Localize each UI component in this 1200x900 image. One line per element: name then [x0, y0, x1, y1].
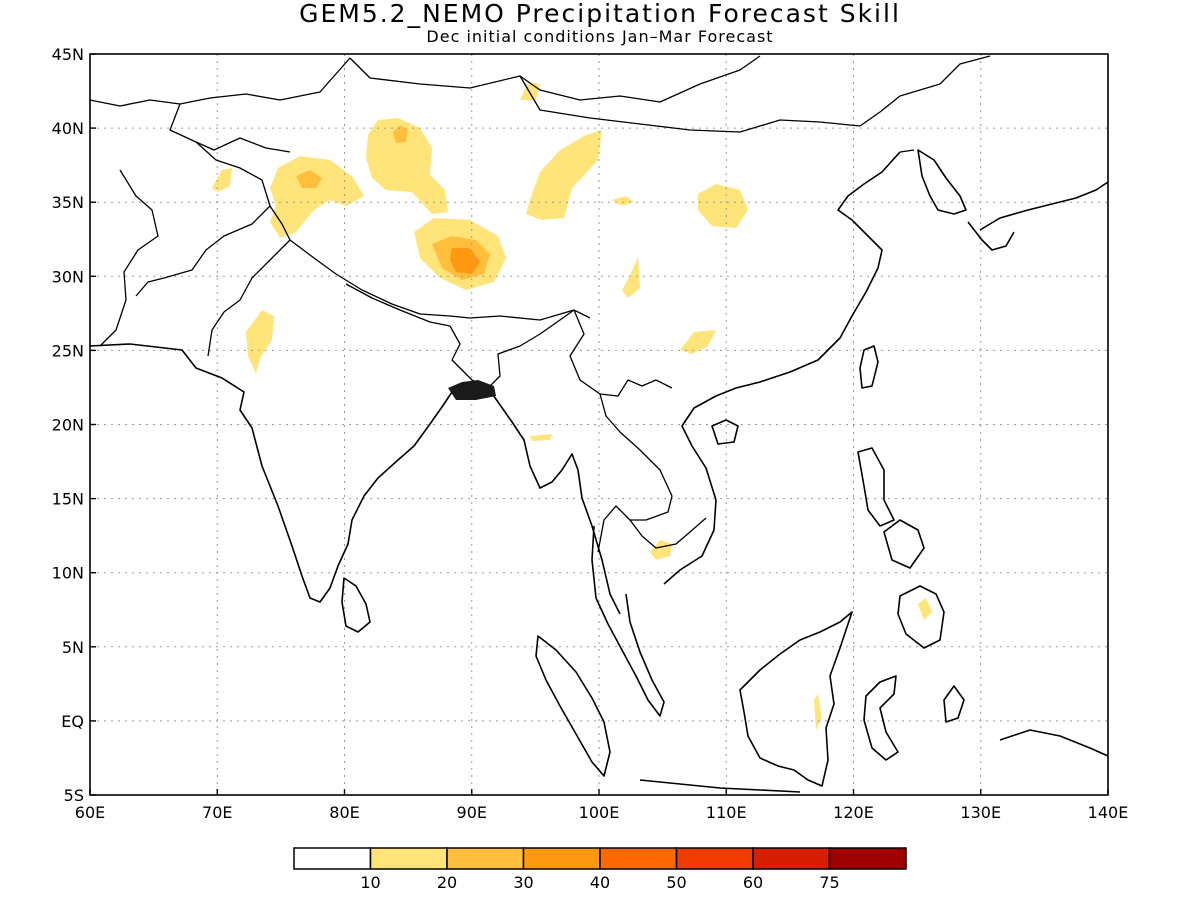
skill-region-nw-himalaya-core — [296, 170, 322, 188]
x-tick-label: 100E — [579, 803, 620, 822]
skill-region-small-1 — [212, 168, 232, 192]
colorbar-label: 20 — [437, 873, 457, 892]
colorbar-box — [828, 847, 907, 870]
colorbar-label: 50 — [666, 873, 686, 892]
x-tick-label: 130E — [960, 803, 1001, 822]
y-tick-label: 45N — [52, 45, 84, 64]
border-bangladesh-ne-india — [449, 309, 575, 389]
skill-region-tarim-core — [393, 125, 408, 143]
x-tick-label: 90E — [457, 803, 487, 822]
x-tick-label: 110E — [706, 803, 747, 822]
colorbar-box — [446, 847, 525, 870]
skill-region-tarim — [366, 118, 448, 214]
border-north — [349, 55, 761, 103]
coast-halmahera — [943, 685, 965, 723]
colorbar-label: 40 — [590, 873, 610, 892]
coast-indochina — [663, 151, 901, 585]
border-central-asia — [89, 57, 351, 107]
y-tick-label: 20N — [52, 416, 84, 435]
map-borders — [89, 55, 991, 553]
map-coastlines — [89, 149, 1109, 793]
x-tick-label: 120E — [833, 803, 874, 822]
colorbar-box — [752, 847, 831, 870]
skill-region-small-4 — [530, 434, 552, 441]
skill-region-small-5 — [612, 196, 634, 206]
x-tick-label: 140E — [1088, 803, 1129, 822]
coast-taiwan — [859, 345, 879, 389]
y-tick-label: 40N — [52, 119, 84, 138]
skill-region-central-india — [246, 310, 274, 374]
border-cambodia — [629, 517, 707, 549]
border-afghanistan-pakistan — [135, 141, 271, 297]
colorbar-label: 30 — [513, 873, 533, 892]
skill-region-small-6 — [814, 694, 822, 730]
border-myanmar-laos — [569, 309, 673, 397]
coast-borneo — [739, 611, 853, 787]
skill-region-qaidam — [526, 130, 602, 220]
map-title: GEM5.2_NEMO Precipitation Forecast Skill — [299, 0, 901, 28]
colorbar-box — [369, 847, 448, 870]
border-korea — [899, 149, 915, 153]
colorbar: 10 20 30 40 50 60 75 — [293, 847, 907, 892]
colorbar-box — [293, 847, 372, 870]
y-tick-label: 35N — [52, 193, 84, 212]
x-tick-label: 80E — [329, 803, 359, 822]
coast-korea — [917, 149, 967, 215]
skill-shading — [212, 82, 932, 730]
ganges-delta — [448, 380, 496, 400]
coast-visayas — [883, 519, 925, 569]
y-tick-label: 5S — [64, 786, 84, 805]
y-tick-label: 30N — [52, 267, 84, 286]
colorbar-box — [522, 847, 601, 870]
colorbar-box — [675, 847, 754, 870]
colorbar-label: 60 — [743, 873, 763, 892]
coast-srilanka — [341, 577, 371, 633]
coast-japan — [979, 181, 1109, 231]
border-himalaya — [289, 239, 591, 321]
colorbar-label: 10 — [360, 873, 380, 892]
skill-region-mindanao — [918, 598, 932, 620]
coast-india — [89, 343, 453, 603]
y-tick-label: 10N — [52, 564, 84, 583]
coast-myanmar — [487, 387, 621, 615]
y-tick-label: 25N — [52, 341, 84, 360]
colorbar-label: 75 — [819, 873, 839, 892]
coast-luzon — [857, 447, 895, 527]
skill-region-cambodia — [650, 540, 672, 560]
map-subtitle: Dec initial conditions Jan–Mar Forecast — [426, 27, 774, 46]
border-iran-afghanistan — [99, 169, 159, 347]
border-nepal — [345, 283, 451, 327]
y-tick-label: 5N — [62, 638, 84, 657]
coast-japan-south — [967, 221, 1015, 251]
skill-region-gansu — [698, 184, 748, 228]
map-frame — [89, 53, 1109, 796]
coast-malay — [591, 525, 665, 717]
skill-region-central-tibet-core — [450, 248, 480, 274]
border-indochina — [597, 393, 673, 553]
border-india-pakistan — [207, 205, 291, 357]
skill-region-small-2 — [520, 82, 540, 100]
y-tick-label: EQ — [61, 712, 84, 731]
coast-mindanao — [897, 585, 945, 649]
skill-region-sichuan — [680, 330, 716, 354]
colorbar-box — [599, 847, 678, 870]
skill-region-nw-himalaya — [270, 156, 364, 238]
coast-newguinea — [999, 729, 1109, 757]
coast-java — [639, 779, 801, 793]
border-mongolia-china — [519, 75, 861, 133]
x-tick-label: 70E — [202, 803, 232, 822]
border-china-northeast — [859, 55, 991, 127]
skill-region-small-3 — [622, 256, 640, 298]
map-gridlines: 60E 70E 80E 90E 100E 110E 120E 130E 140E 5S EQ 5N 10… — [52, 45, 1129, 822]
coast-sulawesi — [863, 675, 899, 761]
border-stans — [169, 103, 291, 153]
y-tick-label: 15N — [52, 490, 84, 509]
x-tick-label: 60E — [75, 803, 105, 822]
coast-hainan — [711, 419, 739, 445]
coast-sumatra — [535, 635, 611, 777]
